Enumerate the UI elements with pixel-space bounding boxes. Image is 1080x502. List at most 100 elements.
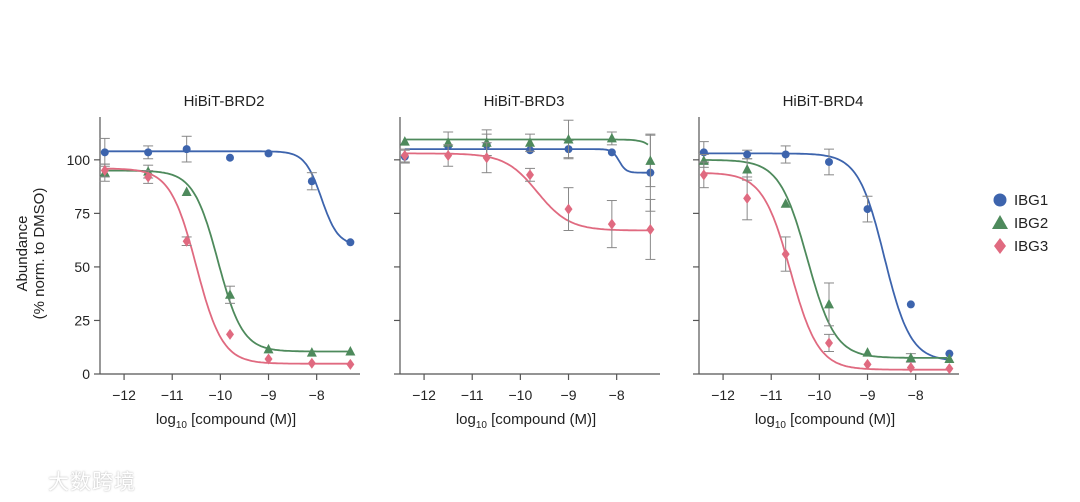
panel-hibit-brd4: HiBiT-BRD4 −12 −11 −10 −9 −8 log10 [compound (… xyxy=(693,93,959,431)
watermark-logo-icon xyxy=(9,472,42,489)
watermark: 大数跨境 xyxy=(8,466,136,496)
x-tick-label: −8 xyxy=(609,387,625,403)
series-ibg1 xyxy=(698,141,954,361)
fit-curve xyxy=(703,152,948,361)
data-point xyxy=(862,347,873,357)
x-tick-label: −10 xyxy=(807,387,831,403)
data-point xyxy=(564,203,573,215)
watermark-text: 大数跨境 xyxy=(48,470,136,494)
data-point xyxy=(346,238,355,247)
data-point xyxy=(606,132,617,143)
data-point xyxy=(863,205,872,214)
data-point xyxy=(825,157,833,166)
x-tick-label: −8 xyxy=(908,387,924,403)
data-point xyxy=(100,165,109,177)
data-point xyxy=(698,155,709,165)
data-point xyxy=(225,289,235,299)
series-ibg1 xyxy=(99,135,355,247)
fit-curve xyxy=(404,152,648,232)
x-tick-label: −12 xyxy=(412,387,436,403)
legend-marker xyxy=(993,193,1007,207)
y-tick-label: 50 xyxy=(74,259,90,275)
data-point xyxy=(226,153,234,162)
legend-marker xyxy=(994,238,1006,254)
data-point xyxy=(444,150,453,162)
data-point xyxy=(646,223,655,235)
x-tick-label: −9 xyxy=(261,387,277,403)
y-axis-label-2: (% norm. to DMSO) xyxy=(31,188,48,320)
fit-curve xyxy=(404,138,649,146)
x-tick-label: −11 xyxy=(760,387,783,403)
data-point xyxy=(345,346,356,356)
series-ibg2 xyxy=(99,163,356,357)
data-point xyxy=(825,337,833,349)
panel-title: HiBiT-BRD3 xyxy=(484,93,565,110)
data-point xyxy=(226,328,234,340)
legend-marker xyxy=(992,215,1008,229)
legend-label: IBG3 xyxy=(1014,238,1048,255)
x-tick-label: −11 xyxy=(161,387,184,403)
series-ibg3 xyxy=(399,142,656,260)
data-point xyxy=(781,150,790,159)
fit-curve xyxy=(104,167,348,365)
data-point xyxy=(525,137,535,147)
series-ibg2 xyxy=(698,153,955,364)
x-tick-label: −9 xyxy=(561,387,577,403)
legend-item-ibg1: IBG1 xyxy=(993,192,1048,209)
y-tick-label: 75 xyxy=(74,205,90,221)
panel-title: HiBiT-BRD4 xyxy=(783,93,864,110)
legend: IBG1 IBG2 IBG3 xyxy=(992,192,1048,255)
x-tick-label: −8 xyxy=(309,387,325,403)
data-point xyxy=(945,363,954,375)
data-point xyxy=(481,137,492,147)
data-point xyxy=(743,192,752,204)
data-point xyxy=(182,145,191,154)
data-point xyxy=(699,169,708,181)
x-tick-label: −10 xyxy=(508,387,532,403)
data-point xyxy=(181,186,192,196)
panel-hibit-brd3: HiBiT-BRD3 −12 −11 −10 −9 −8 log10 [compound (… xyxy=(394,93,660,431)
data-point xyxy=(482,152,491,164)
data-point xyxy=(307,357,316,369)
data-point xyxy=(742,163,753,174)
panel-hibit-brd2: HiBiT-BRD2 0 25 50 75 100 −12 −11 −10 −9 −8 log10 [… xyxy=(14,93,360,431)
x-tick-label: −9 xyxy=(860,387,876,403)
series-ibg2 xyxy=(399,119,656,188)
legend-item-ibg2: IBG2 xyxy=(992,215,1048,232)
x-tick-label: −11 xyxy=(461,387,484,403)
data-point xyxy=(905,352,916,362)
legend-label: IBG2 xyxy=(1014,215,1048,232)
data-point xyxy=(607,148,616,157)
data-point xyxy=(400,150,409,162)
data-point xyxy=(645,155,656,165)
data-point xyxy=(607,218,616,230)
data-point xyxy=(906,362,915,374)
x-axis-label: log10 [compound (M)] xyxy=(755,411,895,431)
x-tick-label: −12 xyxy=(711,387,735,403)
x-tick-label: −10 xyxy=(208,387,232,403)
y-axis-label: Abundance xyxy=(14,216,31,292)
series-ibg3 xyxy=(698,161,954,375)
data-point xyxy=(863,358,872,370)
data-point xyxy=(526,169,534,181)
data-point xyxy=(144,171,153,183)
fit-curve xyxy=(104,169,348,353)
y-tick-label: 25 xyxy=(74,312,90,328)
data-point xyxy=(781,248,790,260)
legend-item-ibg3: IBG3 xyxy=(994,238,1048,255)
fit-curve xyxy=(703,172,947,371)
data-point xyxy=(906,300,915,309)
data-point xyxy=(263,343,274,354)
data-point xyxy=(144,148,153,157)
data-point xyxy=(100,148,109,157)
series-ibg3 xyxy=(99,163,355,370)
data-point xyxy=(307,177,316,186)
data-point xyxy=(824,298,834,309)
fit-curve xyxy=(703,159,947,359)
x-axis-label: log10 [compound (M)] xyxy=(456,411,596,431)
y-tick-label: 0 xyxy=(82,366,90,382)
data-point xyxy=(306,347,317,357)
fit-curve xyxy=(104,150,349,243)
data-point xyxy=(264,149,273,158)
